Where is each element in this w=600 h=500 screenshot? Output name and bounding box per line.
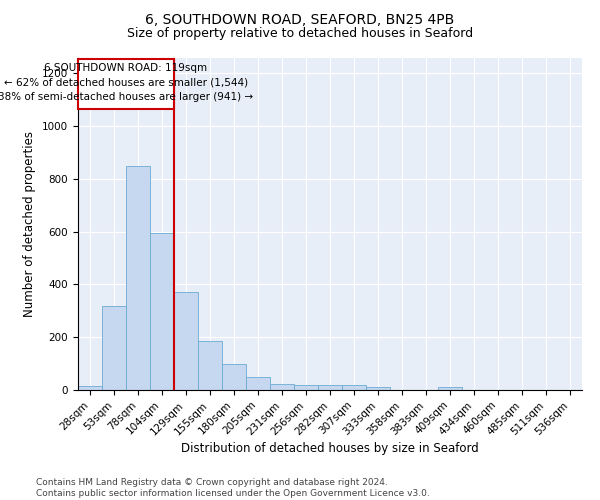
Bar xyxy=(198,341,222,390)
Bar xyxy=(222,364,246,390)
Bar xyxy=(150,233,174,390)
Bar xyxy=(318,385,342,390)
Text: 6, SOUTHDOWN ROAD, SEAFORD, BN25 4PB: 6, SOUTHDOWN ROAD, SEAFORD, BN25 4PB xyxy=(145,12,455,26)
Bar xyxy=(366,387,390,390)
Text: 38% of semi-detached houses are larger (941) →: 38% of semi-detached houses are larger (… xyxy=(0,92,254,102)
Text: Size of property relative to detached houses in Seaford: Size of property relative to detached ho… xyxy=(127,28,473,40)
Bar xyxy=(174,292,198,390)
Bar xyxy=(270,384,294,390)
Text: ← 62% of detached houses are smaller (1,544): ← 62% of detached houses are smaller (1,… xyxy=(4,78,248,88)
Bar xyxy=(438,387,462,390)
Y-axis label: Number of detached properties: Number of detached properties xyxy=(23,130,37,317)
Bar xyxy=(246,378,270,390)
X-axis label: Distribution of detached houses by size in Seaford: Distribution of detached houses by size … xyxy=(181,442,479,455)
Bar xyxy=(342,385,366,390)
Bar xyxy=(102,306,126,390)
Text: 6 SOUTHDOWN ROAD: 119sqm: 6 SOUTHDOWN ROAD: 119sqm xyxy=(44,64,208,74)
Bar xyxy=(126,166,150,390)
Text: Contains HM Land Registry data © Crown copyright and database right 2024.
Contai: Contains HM Land Registry data © Crown c… xyxy=(36,478,430,498)
Bar xyxy=(294,385,318,390)
FancyBboxPatch shape xyxy=(78,60,174,109)
Bar xyxy=(78,386,102,390)
